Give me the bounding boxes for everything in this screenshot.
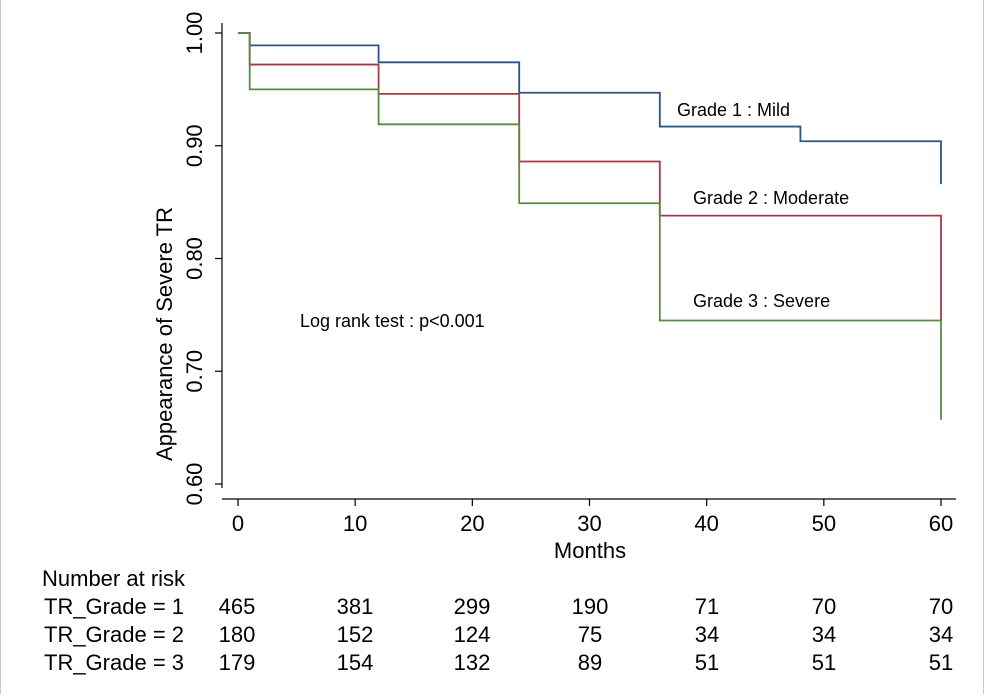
risk-cell: 154 xyxy=(336,650,374,675)
x-tick-label: 30 xyxy=(577,511,601,536)
risk-cell: 381 xyxy=(336,594,374,619)
risk-cell: 51 xyxy=(811,650,837,675)
risk-cell: 124 xyxy=(453,622,491,647)
x-axis-label: Months xyxy=(554,538,626,563)
risk-cell: 180 xyxy=(218,622,256,647)
risk-table-title: Number at risk xyxy=(42,566,186,591)
y-tick-label: 0.60 xyxy=(182,463,207,506)
x-tick-label: 40 xyxy=(694,511,718,536)
risk-row-label: TR_Grade = 2 xyxy=(44,622,185,647)
risk-cell: 152 xyxy=(336,622,374,647)
risk-cell: 71 xyxy=(694,594,720,619)
risk-cell: 70 xyxy=(928,594,954,619)
series-label-grade-2: Grade 2 : Moderate xyxy=(693,188,849,208)
risk-cell: 34 xyxy=(811,622,837,647)
risk-cell: 70 xyxy=(811,594,837,619)
x-tick-label: 60 xyxy=(929,511,953,536)
log-rank-annotation: Log rank test : p<0.001 xyxy=(300,311,485,331)
y-tick-label: 1.00 xyxy=(182,12,207,55)
risk-cell: 89 xyxy=(577,650,603,675)
risk-cell: 75 xyxy=(577,622,603,647)
risk-cell: 34 xyxy=(694,622,720,647)
risk-cell: 465 xyxy=(218,594,256,619)
km-curve-grade-3 xyxy=(238,32,942,420)
km-curve-grade-2 xyxy=(238,32,942,321)
x-tick-label: 0 xyxy=(232,511,244,536)
risk-cell: 179 xyxy=(218,650,256,675)
risk-cell: 299 xyxy=(453,594,491,619)
risk-cell: 51 xyxy=(928,650,954,675)
risk-cell: 51 xyxy=(694,650,720,675)
risk-cell: 34 xyxy=(928,622,954,647)
x-tick-label: 50 xyxy=(812,511,836,536)
risk-row-label: TR_Grade = 1 xyxy=(44,594,185,619)
y-tick-label: 0.90 xyxy=(182,124,207,167)
series-label-grade-1: Grade 1 : Mild xyxy=(677,100,790,120)
y-tick-label: 0.70 xyxy=(182,350,207,393)
risk-cell: 132 xyxy=(453,650,491,675)
risk-row-label: TR_Grade = 3 xyxy=(44,650,185,675)
series-label-grade-3: Grade 3 : Severe xyxy=(693,291,830,311)
y-axis-label: Appearance of Severe TR xyxy=(152,207,177,461)
x-tick-label: 20 xyxy=(460,511,484,536)
risk-cell: 190 xyxy=(571,594,609,619)
y-tick-label: 0.80 xyxy=(182,237,207,280)
x-tick-label: 10 xyxy=(343,511,367,536)
